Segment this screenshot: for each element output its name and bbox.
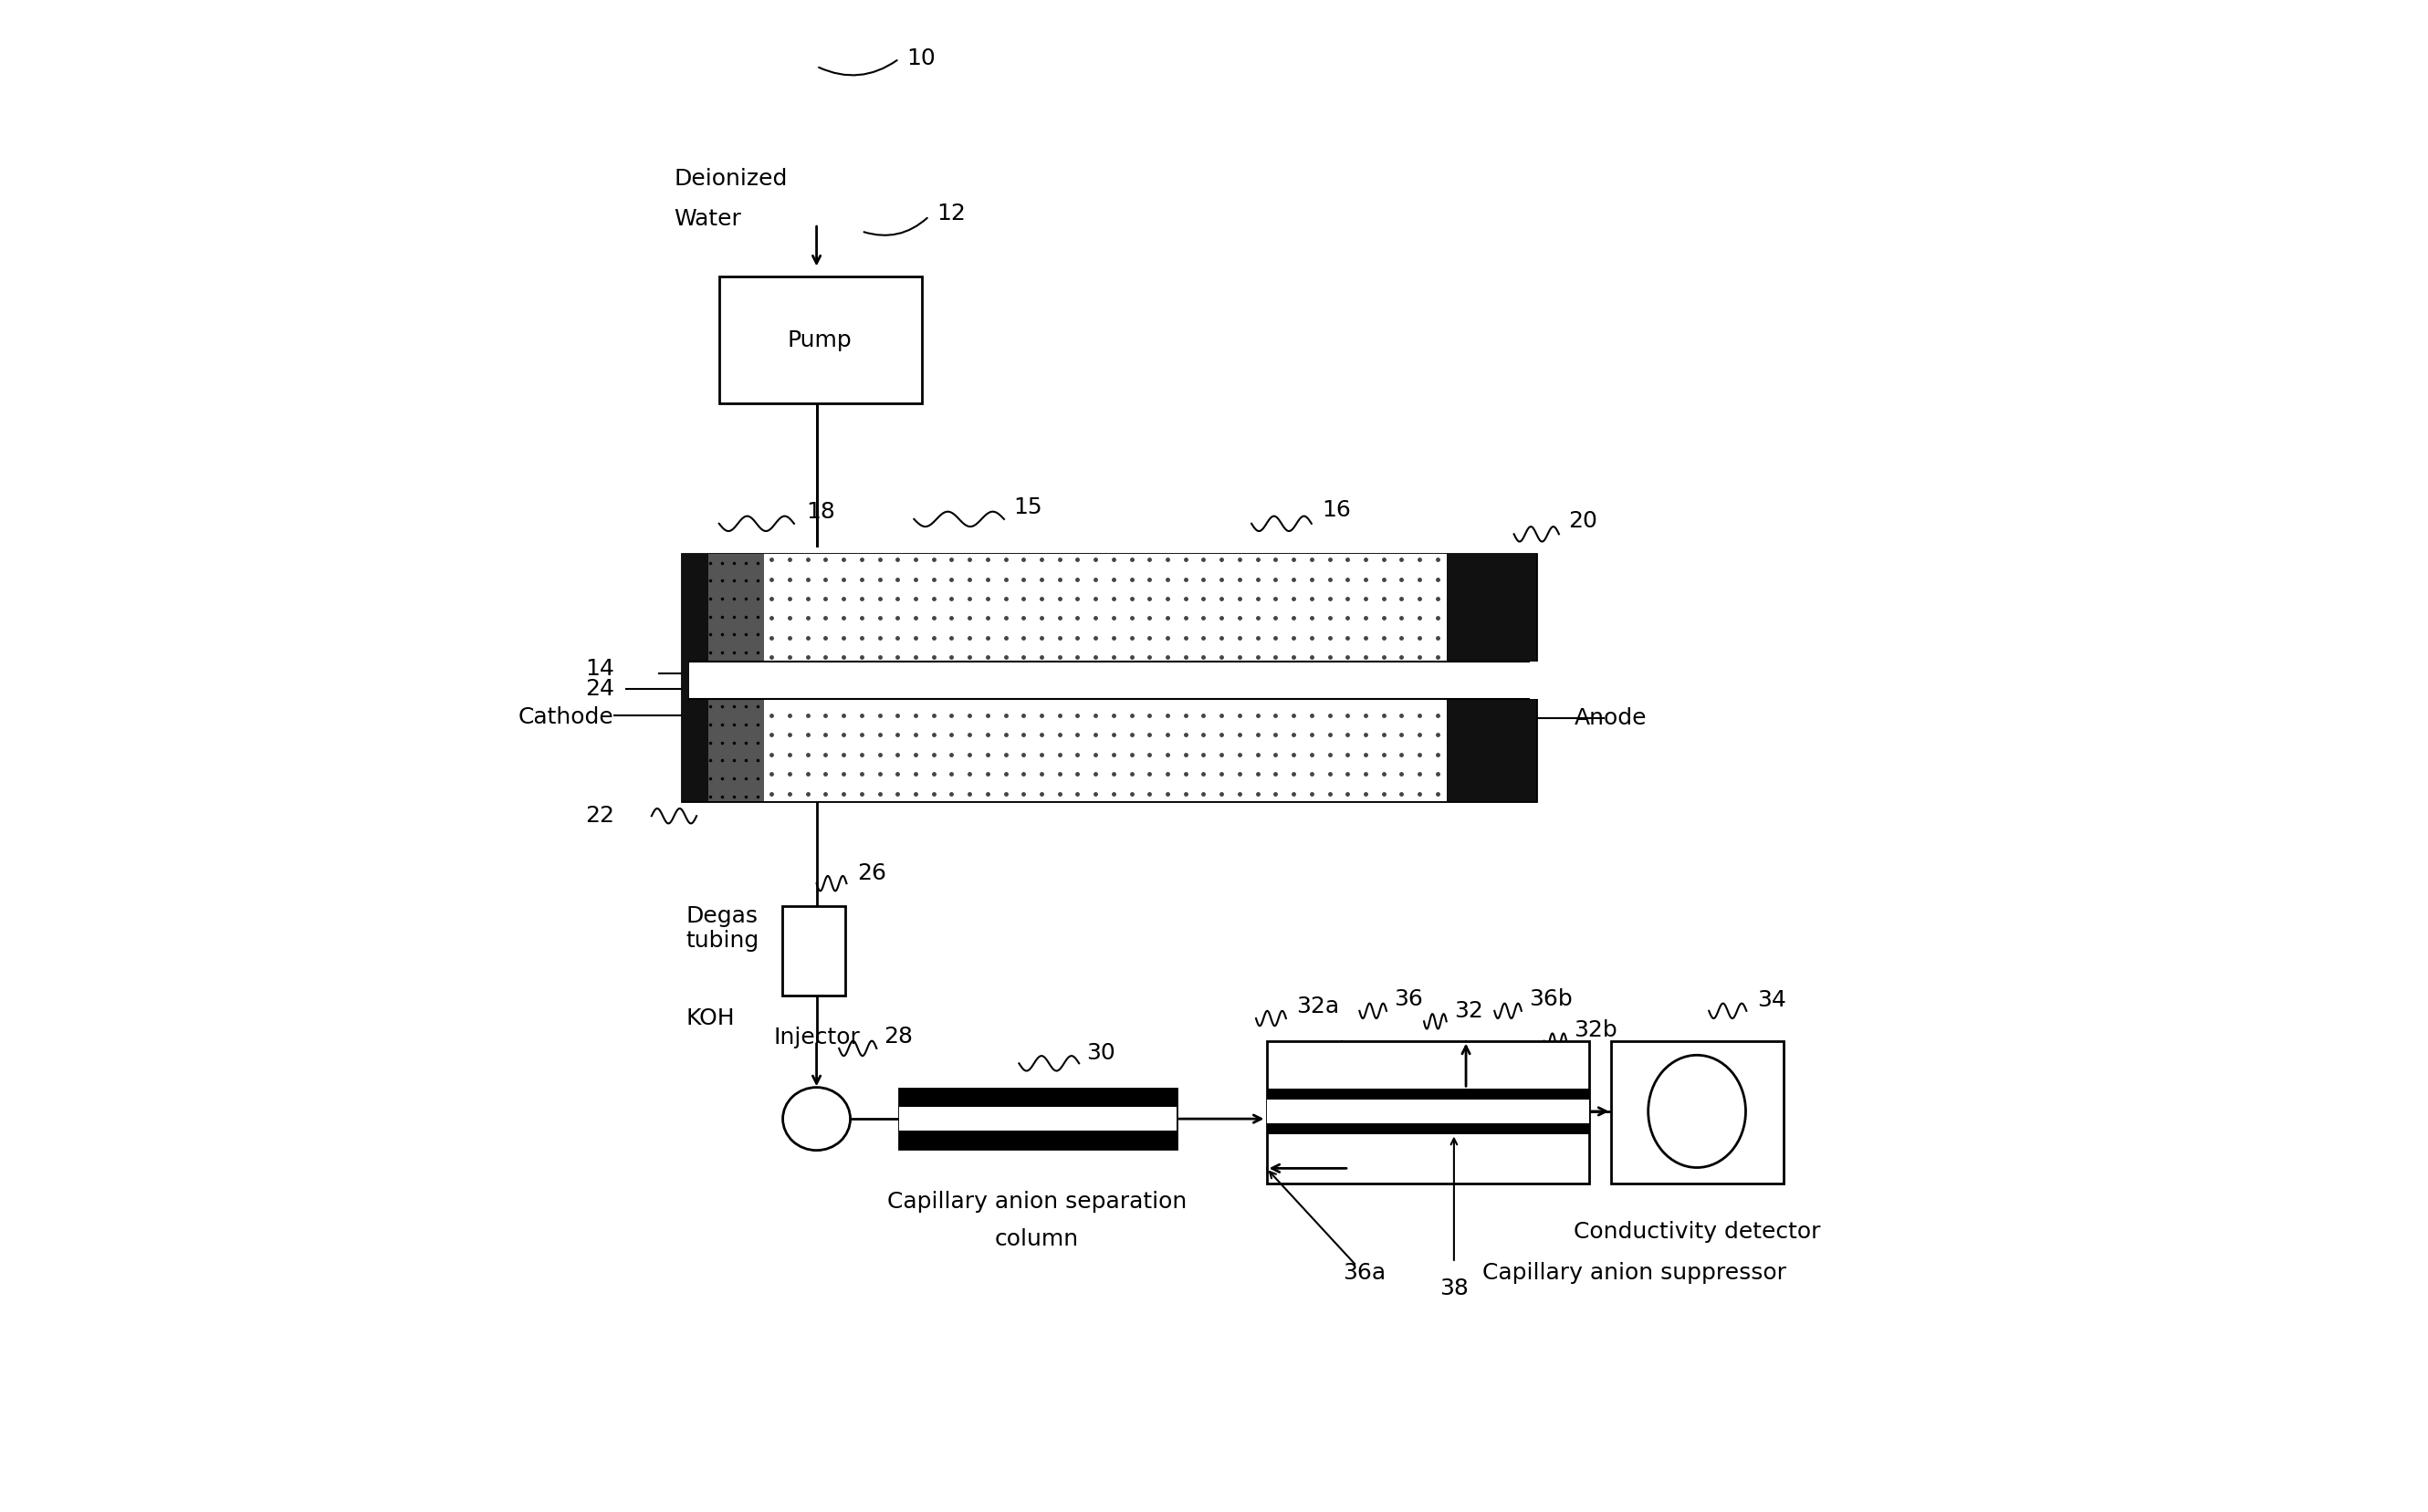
Text: 16: 16: [1321, 499, 1350, 522]
Bar: [782, 906, 845, 996]
Text: 24: 24: [585, 677, 614, 700]
Bar: [765, 553, 1447, 801]
Bar: [1447, 553, 1537, 801]
Text: 34: 34: [1758, 989, 1787, 1012]
Text: Deionized: Deionized: [675, 168, 787, 189]
Text: Anode: Anode: [1573, 708, 1646, 729]
Bar: [898, 1089, 1178, 1149]
Text: 38: 38: [1440, 1278, 1469, 1299]
Text: 36b: 36b: [1530, 987, 1573, 1010]
Text: 28: 28: [884, 1025, 913, 1048]
Text: K+ electrolyte: K+ electrolyte: [1008, 664, 1212, 689]
Bar: [690, 662, 1678, 699]
Bar: [1267, 1040, 1588, 1184]
Text: Water: Water: [675, 209, 741, 230]
Text: 26: 26: [857, 862, 886, 885]
Text: Cathode: Cathode: [520, 706, 614, 727]
Text: 30: 30: [1085, 1042, 1114, 1064]
Ellipse shape: [1649, 1055, 1746, 1167]
Text: 14: 14: [585, 658, 614, 680]
Bar: [1267, 1089, 1588, 1134]
Text: Capillary anion separation: Capillary anion separation: [886, 1191, 1187, 1213]
Text: 32b: 32b: [1573, 1019, 1617, 1042]
Text: column: column: [995, 1228, 1078, 1250]
Text: 22: 22: [585, 804, 614, 827]
Text: 18: 18: [806, 500, 835, 523]
Text: Pump: Pump: [787, 330, 852, 352]
Text: Degas
tubing: Degas tubing: [687, 904, 760, 953]
Bar: [1267, 1099, 1588, 1123]
Text: 10: 10: [906, 48, 935, 70]
Bar: [682, 553, 765, 801]
Text: 32a: 32a: [1297, 995, 1340, 1018]
Text: Capillary anion suppressor: Capillary anion suppressor: [1481, 1263, 1787, 1284]
Text: 32: 32: [1454, 999, 1484, 1022]
Text: KOH: KOH: [687, 1007, 736, 1030]
Text: 15: 15: [1012, 496, 1042, 519]
Bar: [1612, 1040, 1785, 1184]
Bar: [719, 277, 923, 404]
Text: 36a: 36a: [1343, 1263, 1386, 1284]
Bar: [898, 1107, 1178, 1131]
Text: 36: 36: [1394, 987, 1423, 1010]
Bar: [682, 553, 1537, 801]
Text: 20: 20: [1568, 510, 1598, 532]
Ellipse shape: [782, 1087, 850, 1151]
Text: Injector: Injector: [772, 1027, 860, 1048]
Bar: [682, 553, 709, 801]
Text: 12: 12: [937, 203, 966, 224]
Text: Conductivity detector: Conductivity detector: [1573, 1220, 1821, 1243]
